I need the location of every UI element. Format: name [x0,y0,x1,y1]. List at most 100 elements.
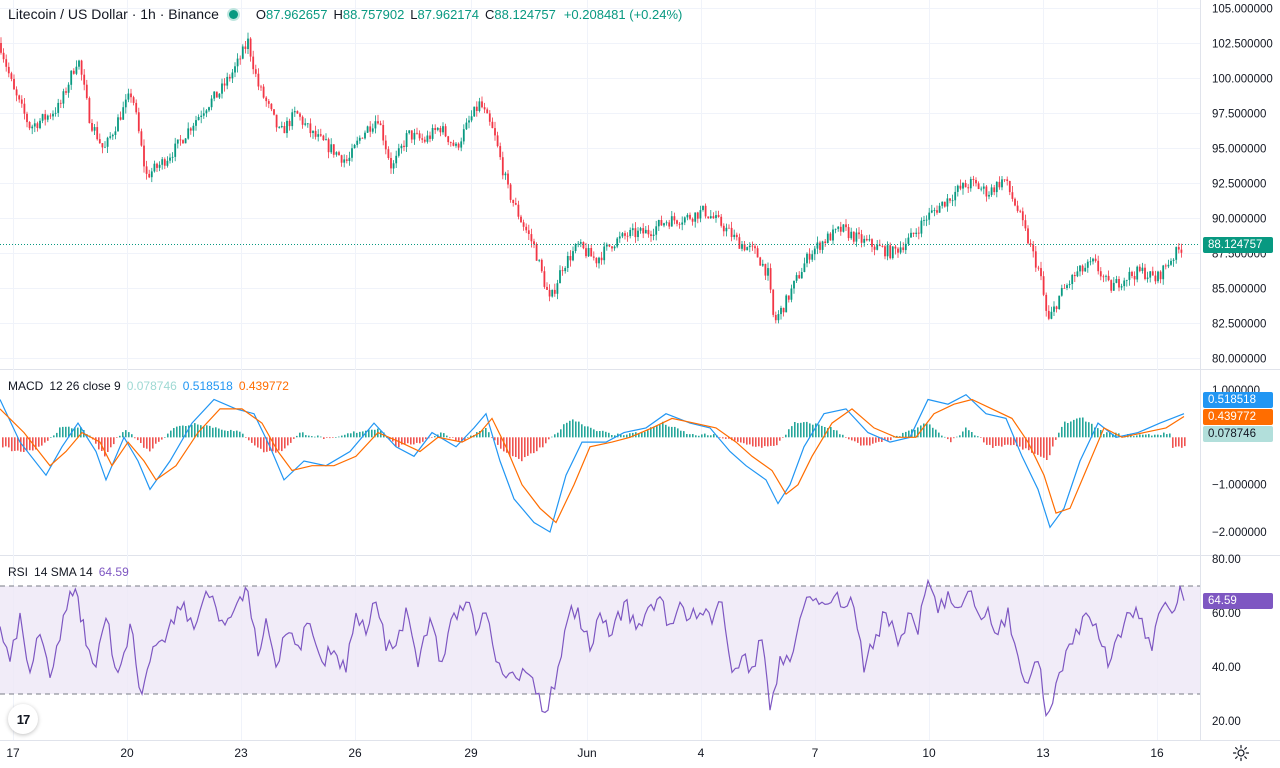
macd-histogram-bar [929,424,931,438]
macd-histogram-bar [926,423,928,438]
macd-histogram-bar [1046,437,1048,460]
candle-body [478,101,481,111]
macd-histogram-bar [419,437,421,444]
macd-histogram-bar [908,430,910,438]
candle-body [910,232,912,238]
candle-body [195,120,197,126]
macd-histogram-bar [200,425,202,438]
price-axis-label: 102.500000 [1212,39,1273,51]
candle-body [182,140,184,144]
candle-body [689,214,691,219]
macd-histogram-bar [1100,430,1102,438]
price-axis-label: 85.000000 [1212,284,1266,296]
candle-body [761,263,764,266]
candle-body [1066,285,1068,288]
time-axis-label: 7 [812,746,819,760]
macd-histogram-bar [599,431,601,438]
candle-body [228,76,231,79]
candle-body [871,239,873,247]
macd-histogram-bar [479,431,481,438]
candle-body [559,270,561,284]
candle-body [592,256,595,258]
macd-histogram-bar [269,437,271,451]
macd-histogram-bar [77,427,79,438]
candle-body [514,203,517,205]
macd-histogram-bar [1055,437,1057,440]
candle-body [1079,265,1081,272]
macd-histogram-bar [569,420,571,438]
candle-body [18,95,21,100]
macd-histogram-bar [998,437,1000,446]
candle-body [234,66,236,73]
macd-histogram-bar [1073,419,1075,438]
macd-histogram-bar [821,425,823,438]
macd-histogram-bar [68,426,70,438]
candle-body [1164,265,1167,267]
candle-body [746,247,749,251]
macd-histogram-bar [1052,437,1054,447]
candle-body [1060,288,1063,296]
time-axis-label: 4 [698,746,705,760]
macd-histogram-bar [230,429,232,438]
tradingview-logo-icon[interactable]: 17 [8,704,38,734]
macd-histogram-bar [857,437,859,443]
candle-body [267,101,270,104]
macd-histogram-bar [533,437,535,454]
macd-histogram-bar [59,427,61,438]
candle-body [1037,267,1040,269]
macd-histogram-bar [557,432,559,438]
macd-histogram-bar [188,425,190,438]
macd-histogram-bar [149,437,151,452]
candle-body [374,121,377,129]
macd-histogram-bar [881,437,883,442]
macd-histogram-bar [614,435,616,438]
candle-body [816,242,819,249]
hist-value-tag: 0.078746 [1203,426,1273,442]
macd-histogram-bar [155,437,157,444]
candle-body [166,160,169,166]
candle-body [889,245,892,259]
macd-histogram-bar [530,437,532,454]
candle-body [275,114,278,128]
macd-histogram-bar [950,437,952,443]
candle-body [587,248,590,257]
candle-body [962,183,964,189]
macd-histogram-bar [800,422,802,438]
candle-body [1076,271,1079,277]
macd-legend[interactable]: MACD 12 26 close 9 0.078746 0.518518 0.4… [8,379,295,393]
macd-histogram-bar [638,433,640,438]
gear-icon[interactable] [1232,744,1250,762]
rsi-legend[interactable]: RSI 14 SMA 14 64.59 [8,565,135,579]
macd-histogram-bar [50,437,52,438]
macd-histogram-bar [794,422,796,438]
macd-histogram-bar [461,437,463,443]
symbol-title[interactable]: Litecoin / US Dollar · 1h · Binance [8,6,219,22]
candle-body [624,233,626,236]
candle-body [540,259,543,272]
macd-histogram-bar [1064,421,1066,438]
candle-body [1086,261,1089,268]
macd-histogram-bar [788,429,790,438]
candle-body [824,241,827,243]
macd-histogram-bar [1004,437,1006,445]
candle-body [522,222,525,227]
macd-histogram-bar [1103,434,1105,438]
macd-histogram-bar [233,431,235,438]
candle-body [28,122,31,129]
candle-body [507,173,509,185]
candle-body [306,123,309,125]
macd-histogram-bar [1142,434,1144,438]
candle-body [241,46,244,59]
macd-histogram-bar [368,429,370,438]
price-axis-label: 97.500000 [1212,109,1266,121]
candle-body [132,97,135,103]
macd-histogram-bar [935,429,937,438]
candle-body [673,216,676,221]
macd-histogram-bar [560,429,562,438]
macd-histogram-bar [470,435,472,438]
macd-histogram-bar [683,431,685,438]
candle-body [626,235,629,237]
candle-body [26,113,28,123]
candle-body [764,263,767,276]
